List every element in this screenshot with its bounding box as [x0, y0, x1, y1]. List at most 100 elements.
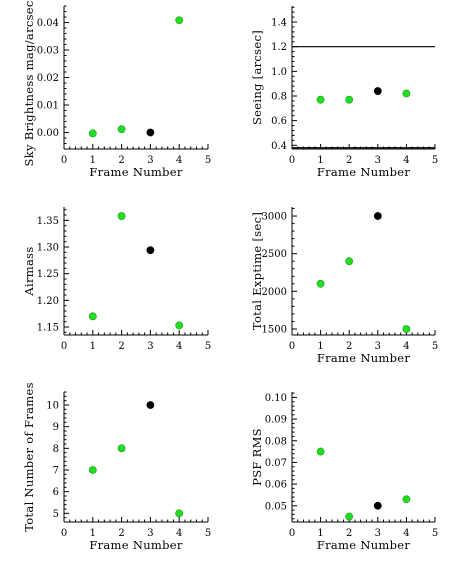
data-point [316, 447, 325, 456]
x-tick-label: 3 [147, 341, 153, 352]
y-tick-label: 0.02 [37, 73, 59, 84]
chart-panel-4: 0 1 2 3 4 5 1500 2000 2500 3000 Frame Number Total … [250, 207, 438, 365]
y-tick-label: 1.15 [37, 323, 59, 334]
chart-panel-5: 0 1 2 3 4 5 5 6 7 8 9 10 Frame Number Total Number of… [22, 382, 211, 552]
x-tick-label: 3 [375, 341, 381, 352]
x-tick-label: 2 [346, 341, 352, 352]
x-axis-title: Frame Number [317, 165, 411, 179]
data-point [146, 128, 155, 137]
x-tick-label: 0 [61, 155, 67, 166]
x-axis-title: Frame Number [89, 165, 183, 179]
y-tick-label: 0.10 [265, 393, 287, 404]
y-tick-label: 10 [46, 401, 59, 412]
y-tick-label: 3000 [262, 212, 287, 223]
y-tick-label: 7 [53, 466, 59, 477]
x-tick-label: 3 [147, 528, 153, 539]
data-point [316, 279, 325, 288]
y-axis-title: Sky Brightness mag/arcsec-2 [22, 0, 36, 166]
x-tick-label: 1 [90, 341, 96, 352]
x-tick-label: 5 [432, 155, 438, 166]
y-axis-title: Seeing [arcsec] [250, 30, 264, 125]
x-tick-label: 1 [317, 155, 323, 166]
x-tick-label: 2 [118, 341, 124, 352]
data-point [345, 512, 354, 521]
data-point [373, 212, 382, 220]
x-tick-label: 3 [375, 155, 381, 166]
y-tick-label: 0.4 [271, 141, 287, 152]
y-tick-label: 1500 [262, 324, 287, 335]
x-tick-label: 5 [432, 528, 438, 539]
x-tick-label: 5 [432, 341, 438, 352]
data-point [175, 509, 184, 518]
y-tick-label: 1.20 [37, 296, 59, 307]
y-tick-label: 0.08 [265, 436, 287, 447]
y-tick-label: 2000 [262, 287, 287, 298]
chart-panel-2: 0 1 2 3 4 5 0.4 0.6 0.8 1.0 1.2 1.4 Frame Number Seei… [250, 6, 438, 179]
data-point [345, 257, 354, 266]
x-tick-label: 5 [205, 528, 211, 539]
x-tick-label: 4 [403, 341, 409, 352]
data-point [146, 401, 155, 409]
x-tick-label: 3 [147, 155, 153, 166]
x-axis-title: Frame Number [317, 538, 411, 552]
y-tick-label: 1.4 [271, 18, 287, 29]
x-tick-label: 0 [289, 155, 295, 166]
data-point [88, 312, 97, 321]
x-tick-label: 2 [118, 528, 124, 539]
data-point [117, 125, 126, 134]
y-tick-label: 9 [53, 422, 59, 433]
y-axis-title: Total Exptime [sec] [250, 212, 264, 330]
x-tick-label: 5 [205, 341, 211, 352]
x-tick-label: 1 [90, 155, 96, 166]
x-axis-title: Frame Number [89, 538, 183, 552]
data-point [402, 325, 411, 333]
x-tick-label: 1 [317, 341, 323, 352]
data-point [316, 95, 325, 104]
x-tick-label: 0 [61, 528, 67, 539]
y-tick-label: 0.07 [265, 458, 287, 469]
data-point [373, 501, 382, 510]
y-tick-label: 6 [53, 487, 59, 498]
y-tick-label: 0.06 [265, 480, 287, 491]
y-tick-label: 1.35 [37, 216, 59, 227]
x-tick-label: 4 [403, 528, 409, 539]
y-tick-label: 0.04 [37, 18, 59, 29]
x-tick-label: 4 [176, 155, 182, 166]
y-tick-label: 0.05 [265, 501, 287, 512]
data-point [373, 87, 382, 95]
x-tick-label: 0 [289, 528, 295, 539]
data-point [175, 321, 184, 330]
y-tick-label: 1.30 [37, 243, 59, 254]
x-tick-label: 1 [317, 528, 323, 539]
data-point [146, 246, 155, 255]
data-point [117, 444, 126, 453]
x-tick-label: 0 [61, 341, 67, 352]
y-tick-label: 0.8 [271, 91, 287, 102]
data-point [175, 16, 184, 25]
x-tick-label: 5 [205, 155, 211, 166]
y-tick-label: 1.0 [271, 67, 287, 78]
chart-panel-3: 0 1 2 3 4 5 1.15 1.20 1.25 1.30 1.35 Airmass [22, 207, 211, 352]
y-tick-label: 8 [53, 444, 59, 455]
x-tick-label: 0 [289, 341, 295, 352]
data-point [345, 95, 354, 104]
data-point [88, 129, 97, 138]
chart-panel-1: 0 1 2 3 4 5 0.00 0.01 0.02 0.03 0.04 Frame Number Sk… [22, 0, 211, 179]
data-point [88, 466, 97, 474]
x-tick-label: 4 [176, 528, 182, 539]
x-tick-label: 2 [346, 155, 352, 166]
y-tick-label: 0.09 [265, 415, 287, 426]
chart-panel-6: 0 1 2 3 4 5 0.05 0.06 0.07 0.08 0.09 0.10 Frame Numb… [250, 392, 438, 552]
x-tick-label: 3 [375, 528, 381, 539]
y-axis-title: PSF RMS [250, 428, 264, 486]
x-tick-label: 2 [346, 528, 352, 539]
y-tick-label: 0.01 [37, 101, 59, 112]
y-tick-label: 5 [53, 509, 59, 520]
y-axis-title: Total Number of Frames [22, 382, 36, 532]
data-point [402, 495, 411, 504]
y-tick-label: 1.25 [37, 269, 59, 280]
data-point [117, 212, 126, 220]
y-tick-label: 2500 [262, 249, 287, 260]
